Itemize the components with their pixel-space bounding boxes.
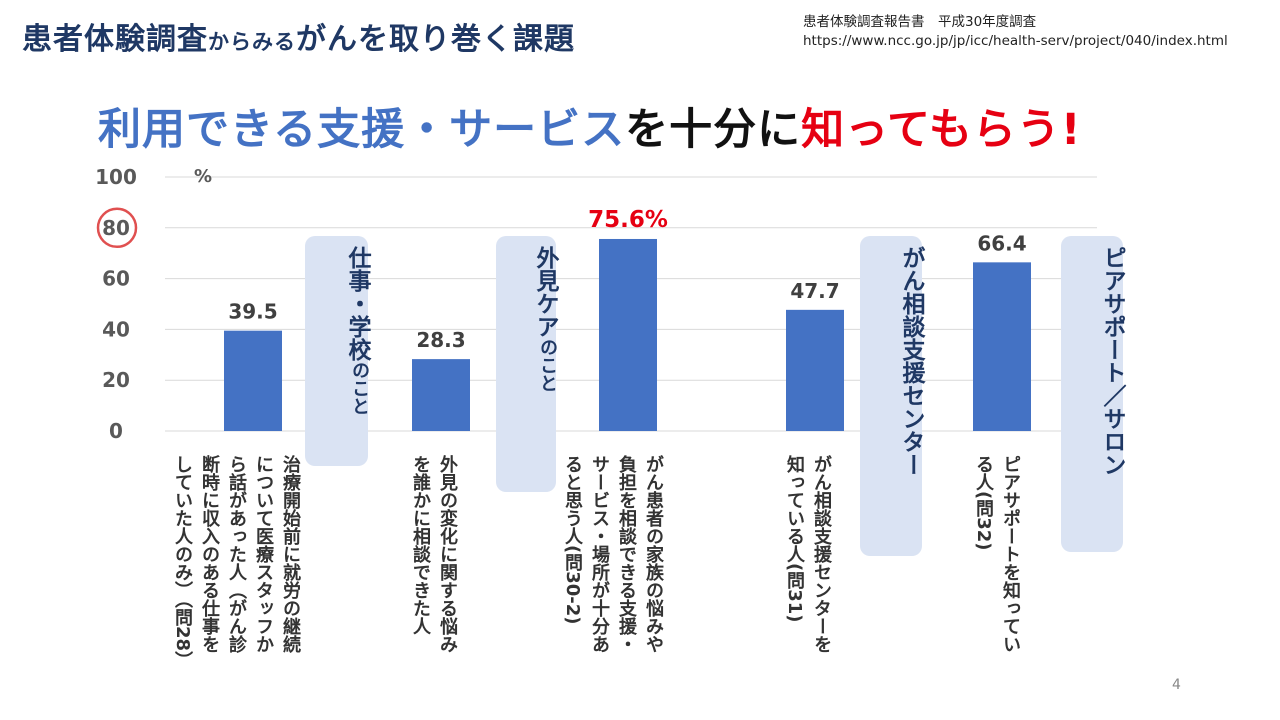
- callout-work-school: 仕事・学校 のこと: [305, 236, 370, 466]
- callout-appearance-care: 外見ケア のこと: [496, 236, 558, 492]
- y-tick-label: 80: [102, 216, 130, 240]
- highlight-circle: [96, 207, 138, 249]
- data-label: 39.5: [228, 300, 277, 324]
- bar: [973, 262, 1031, 431]
- data-label: 28.3: [416, 328, 465, 352]
- category-label-family: がん患者の家族の悩みや 負担を相談できる支援・ サービス・場所が十分あ ると思う人(問…: [562, 455, 664, 653]
- data-label: 66.4: [977, 231, 1026, 255]
- callout-consultation-center: がん相談支援センター: [860, 236, 924, 556]
- category-label-consultation: がん相談支援センターを 知っている人(問31): [784, 455, 832, 653]
- data-label: 47.7: [790, 279, 839, 303]
- bar: [412, 359, 470, 431]
- headline: 利用できる支援・サービスを十分に知ってもらう!: [98, 95, 1081, 157]
- y-tick-label: 100: [95, 165, 137, 189]
- headline-blue: 利用できる支援・サービス: [98, 105, 626, 155]
- category-label-appearance: 外見の変化に関する悩み を誰かに相談できた人: [410, 455, 458, 653]
- y-tick-label: 20: [102, 368, 130, 392]
- callout-peer-support: ピアサポート／サロン: [1061, 236, 1125, 552]
- page-number: 4: [1172, 677, 1181, 693]
- source-citation: 患者体験調査報告書 平成30年度調査 https://www.ncc.go.jp…: [803, 13, 1228, 51]
- data-label: 75.6%: [588, 207, 668, 233]
- y-axis-unit: %: [194, 166, 212, 187]
- category-label-peer: ピアサポートを知ってい る人(問32): [973, 455, 1021, 653]
- bar: [599, 238, 657, 431]
- source-report-name: 患者体験調査報告書 平成30年度調査: [803, 14, 1037, 30]
- y-tick-label: 40: [102, 317, 130, 341]
- y-tick-label: 60: [102, 267, 130, 291]
- source-url: https://www.ncc.go.jp/jp/icc/health-serv…: [803, 33, 1228, 49]
- y-tick-label: 0: [109, 419, 123, 443]
- headline-red: 知ってもらう!: [801, 105, 1082, 155]
- bar: [224, 330, 282, 431]
- slide-title: 患者体験調査からみるがんを取り巻く課題: [22, 22, 575, 57]
- headline-black: を十分に: [625, 105, 802, 155]
- bar: [786, 309, 844, 431]
- category-label-work: 治療開始前に就労の継続 について医療スタッフか ら話があった人（がん診 断時に収入のあ…: [172, 455, 301, 670]
